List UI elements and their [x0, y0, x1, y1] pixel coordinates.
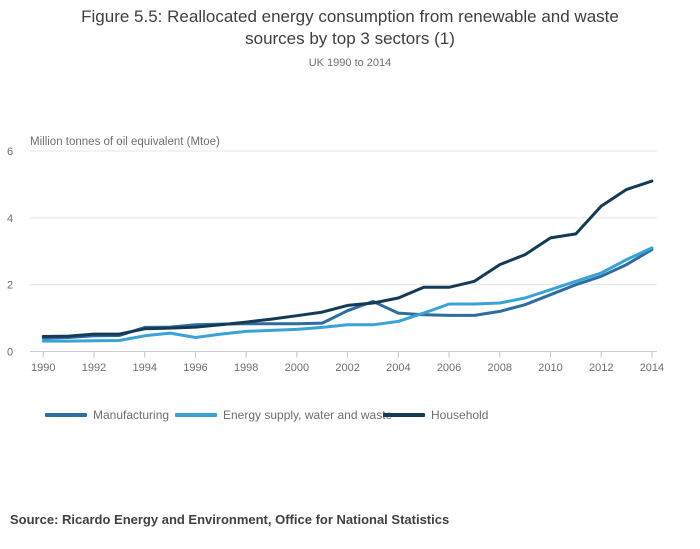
x-tick-label: 2008	[488, 362, 512, 374]
legend-label: Energy supply, water and waste	[223, 408, 393, 422]
legend-item-household[interactable]: Household	[383, 405, 488, 425]
legend-item-manufacturing[interactable]: Manufacturing	[45, 405, 169, 425]
figure-subtitle: UK 1990 to 2014	[308, 57, 392, 69]
series-line-energy-supply-water-and-waste[interactable]	[41, 246, 654, 343]
x-tick-label: 2002	[335, 362, 359, 374]
y-tick-label: 6	[7, 146, 13, 158]
x-tick-label: 2004	[386, 362, 410, 374]
x-tick-label: 1992	[82, 362, 106, 374]
chart-legend: Manufacturing Energy supply, water and w…	[0, 405, 700, 427]
x-tick-label: 1994	[132, 362, 156, 374]
y-tick-label: 2	[7, 280, 13, 292]
x-tick-label: 2010	[538, 362, 562, 374]
legend-label: Manufacturing	[93, 408, 170, 422]
x-tick-label: 1990	[31, 362, 55, 374]
y-axis-unit-label: Million tonnes of oil equivalent (Mtoe)	[30, 136, 220, 148]
manufacturing-legend-swatch	[45, 413, 87, 417]
source-text: Source: Ricardo Energy and Environment, …	[10, 512, 450, 527]
y-tick-label: 4	[7, 213, 13, 225]
x-tick-label: 1998	[234, 362, 258, 374]
energy-supply-legend-swatch	[175, 413, 217, 417]
line-chart-canvas[interactable]: 0 2 4 6 1990 1992 1994 1996 1998 2000 2002 2004 2006…	[0, 130, 700, 385]
x-tick-label: 2006	[437, 362, 461, 374]
figure-title: Figure 5.5: Reallocated energy consumpti…	[81, 7, 619, 48]
legend-item-energy-supply[interactable]: Energy supply, water and waste	[175, 405, 392, 425]
x-tick-label: 1996	[183, 362, 207, 374]
y-tick-label: 0	[7, 347, 13, 359]
x-tick-label: 2000	[285, 362, 309, 374]
x-tick-label: 2012	[589, 362, 613, 374]
legend-label: Household	[431, 408, 489, 422]
household-legend-swatch	[383, 413, 425, 417]
series-line-household[interactable]	[41, 179, 654, 338]
x-tick-label: 2014	[640, 362, 664, 374]
